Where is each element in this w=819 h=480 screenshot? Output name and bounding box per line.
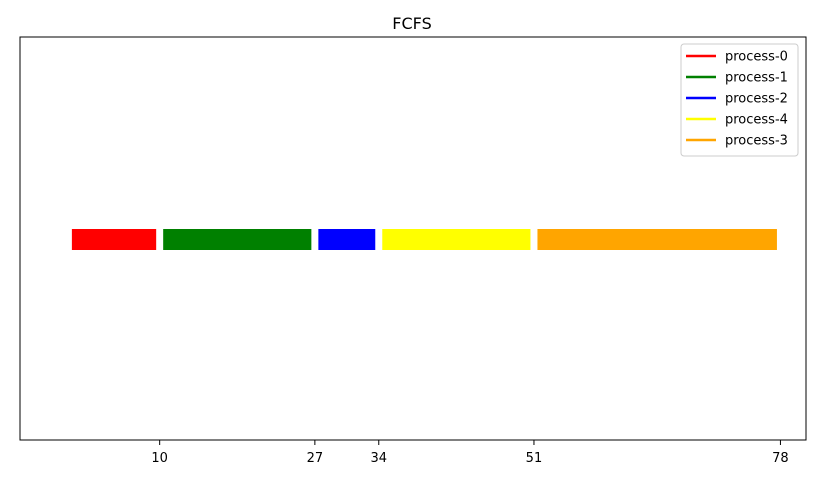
- bar-process-1: [163, 229, 312, 250]
- x-tick-label: 34: [370, 451, 387, 466]
- bars-layer: [71, 229, 777, 250]
- legend: process-0 process-1 process-2 process-4 proc…: [680, 43, 799, 157]
- legend-label-process-4: process-4: [725, 113, 788, 128]
- bar-process-3: [537, 229, 777, 250]
- chart-title: FCFS: [392, 14, 431, 33]
- bar-process-0: [71, 229, 157, 250]
- legend-box: [680, 43, 799, 157]
- x-tick-label: 27: [307, 451, 324, 466]
- legend-label-process-2: process-2: [725, 92, 788, 107]
- x-axis-ticks: 10 27 34 51 78: [151, 440, 789, 466]
- legend-label-process-1: process-1: [725, 71, 788, 86]
- bar-process-4: [382, 229, 531, 250]
- x-tick-label: 10: [151, 451, 168, 466]
- legend-label-process-3: process-3: [725, 134, 788, 149]
- legend-label-process-0: process-0: [725, 50, 788, 65]
- bar-process-2: [318, 229, 376, 250]
- x-tick-label: 78: [772, 451, 789, 466]
- plot-frame: [19, 36, 807, 441]
- x-tick-label: 51: [526, 451, 543, 466]
